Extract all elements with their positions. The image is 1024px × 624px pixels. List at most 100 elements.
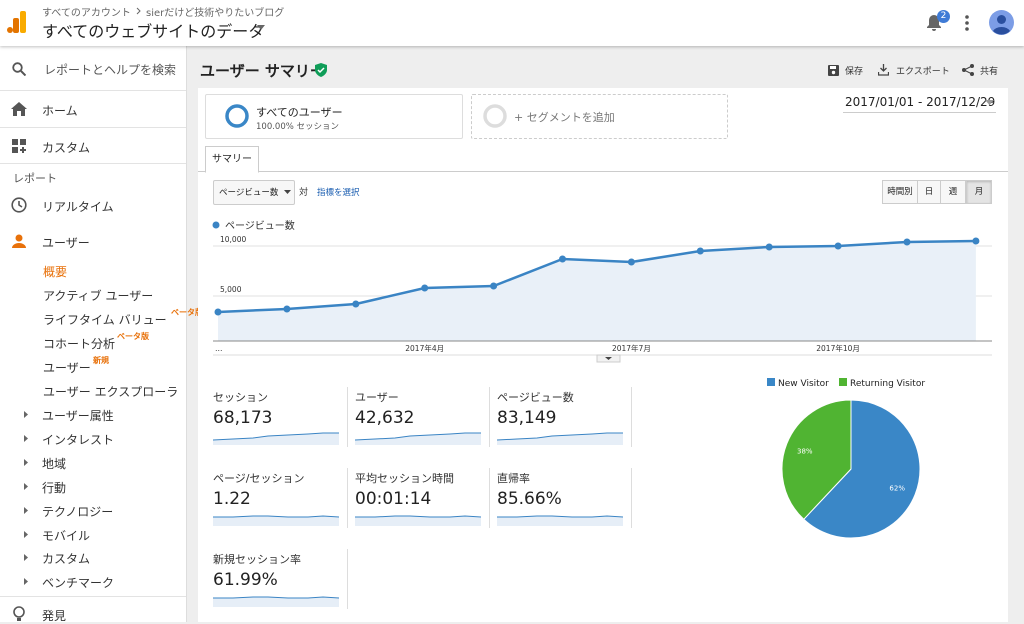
metric-name: セッション	[213, 391, 268, 404]
metric-name: 新規セッション率	[213, 553, 301, 566]
metric-dropdown-label: ページビュー数	[219, 188, 279, 198]
breadcrumb-chevron	[136, 7, 141, 15]
nav-badge: 新規	[93, 356, 109, 365]
expand-arrow[interactable]	[24, 530, 29, 538]
date-dropdown-arrow[interactable]	[985, 100, 994, 106]
metric-name: ページビュー数	[497, 391, 574, 404]
metric-separator	[489, 387, 490, 447]
divider	[0, 90, 186, 91]
x-tick-label: 2017年7月	[612, 343, 651, 353]
expand-arrow[interactable]	[24, 578, 29, 586]
nav-discover[interactable]: 発見	[42, 609, 67, 623]
expand-arrow[interactable]	[24, 482, 29, 490]
breadcrumb-account[interactable]: すべてのアカウント	[42, 8, 131, 19]
nav-group[interactable]: カスタム	[42, 552, 91, 567]
sparkline	[497, 432, 623, 445]
nav-sub-item[interactable]: コホート分析	[43, 337, 116, 351]
divider	[0, 127, 186, 128]
point	[352, 300, 360, 308]
nav-group[interactable]: ユーザー属性	[42, 409, 114, 423]
area	[218, 241, 976, 341]
nav-home[interactable]: ホーム	[42, 104, 78, 118]
divider	[0, 596, 186, 597]
date-underline	[843, 112, 996, 113]
granularity-button[interactable]: 日	[917, 180, 941, 204]
x-tick-label: …	[215, 344, 223, 353]
slice-label: 62%	[889, 484, 905, 492]
nav-group[interactable]: 行動	[42, 480, 67, 495]
point	[559, 255, 566, 263]
logo[interactable]	[7, 11, 27, 33]
expand-arrow[interactable]	[24, 411, 29, 418]
x-tick-label: 2017年4月	[405, 343, 444, 353]
sparkline	[213, 596, 339, 607]
segment-name: すべてのユーザー	[256, 106, 343, 119]
view-dropdown-arrow[interactable]	[257, 25, 265, 31]
segment-ring-empty	[483, 104, 507, 128]
nav-group[interactable]: ベンチマーク	[42, 576, 115, 591]
metric-value: 61.99%	[213, 570, 278, 590]
sparkline	[213, 432, 339, 445]
legend-label: ページビュー数	[225, 219, 295, 232]
line-chart: ページビュー数 5,000 10,000 … 2017年4月 2017年7月 2017年10…	[212, 219, 992, 363]
sparkline	[355, 515, 481, 526]
users-icon	[12, 234, 26, 248]
nav-group[interactable]: インタレスト	[42, 432, 115, 447]
add-segment: + セグメントを追加	[514, 111, 615, 124]
segment-all[interactable]: すべてのユーザー 100.00% セッション	[205, 94, 463, 139]
legend-swatch	[767, 378, 775, 386]
nav-sub-item[interactable]: 概要	[43, 265, 68, 279]
notification-badge[interactable]: 2	[937, 10, 950, 23]
sidebar: レポートとヘルプを検索 ホーム カスタム レポート リアルタイム ユーザー 発見…	[0, 46, 203, 623]
avatar[interactable]	[989, 10, 1014, 35]
custom-icon	[12, 139, 26, 153]
expand-arrow[interactable]	[24, 458, 29, 466]
metric-name: ページ/セッション	[213, 472, 305, 485]
granularity-button[interactable]: 週	[940, 180, 966, 204]
point	[214, 308, 222, 316]
legend-marker	[212, 221, 220, 229]
nav-custom[interactable]: カスタム	[42, 141, 91, 155]
export-button[interactable]: エクスポート	[896, 67, 950, 77]
expand-arrow[interactable]	[24, 506, 29, 514]
nav-sub-item[interactable]: ユーザー エクスプローラ	[43, 385, 179, 399]
nav-users[interactable]: ユーザー	[42, 236, 90, 250]
search-box[interactable]: レポートとヘルプを検索	[44, 63, 177, 77]
point	[421, 284, 429, 292]
select-metric-link[interactable]: 指標を選択	[317, 188, 360, 198]
nav-sub-item[interactable]: ユーザー	[43, 361, 91, 375]
dropdown-arrow	[284, 190, 291, 194]
save-button[interactable]: 保存	[845, 67, 864, 77]
pie-slice	[781, 399, 852, 521]
collapse-arrow	[605, 357, 612, 360]
nav-badge: ベータ版	[117, 332, 149, 341]
nav-group[interactable]: テクノロジー	[42, 504, 114, 519]
section-label: レポート	[13, 172, 57, 185]
granularity-button[interactable]: 時間別	[882, 180, 918, 204]
legend-swatch	[839, 378, 847, 386]
view-title[interactable]: すべてのウェブサイトのデータ	[42, 22, 265, 41]
nav-group[interactable]: モバイル	[42, 528, 91, 543]
x-tick-label: 2017年10月	[816, 343, 860, 353]
segment-share: 100.00% セッション	[256, 122, 340, 132]
nav-sub-item[interactable]: ライフタイム バリュー	[43, 313, 167, 327]
breadcrumb-property[interactable]: sierだけど技術やりたいブログ	[146, 8, 285, 19]
point	[696, 247, 704, 255]
date-range[interactable]: 2017/01/01 - 2017/12/29	[845, 95, 996, 109]
more-menu[interactable]	[964, 14, 970, 32]
segment-add[interactable]: + セグメントを追加	[471, 94, 728, 139]
expand-arrow[interactable]	[24, 554, 29, 562]
nav-realtime[interactable]: リアルタイム	[42, 200, 114, 214]
metric-value: 68,173	[213, 408, 273, 428]
expand-arrow[interactable]	[24, 434, 29, 442]
metric-dropdown[interactable]: ページビュー数	[213, 180, 295, 205]
home-icon	[11, 102, 27, 116]
nav-group[interactable]: 地域	[42, 456, 67, 471]
share-button[interactable]: 共有	[980, 67, 999, 77]
tab-summary[interactable]: サマリー	[205, 146, 259, 173]
legend-label: Returning Visitor	[850, 379, 925, 389]
line	[217, 239, 976, 314]
granularity-button[interactable]: 月	[966, 180, 992, 204]
nav-sub-item[interactable]: アクティブ ユーザー	[43, 289, 154, 303]
